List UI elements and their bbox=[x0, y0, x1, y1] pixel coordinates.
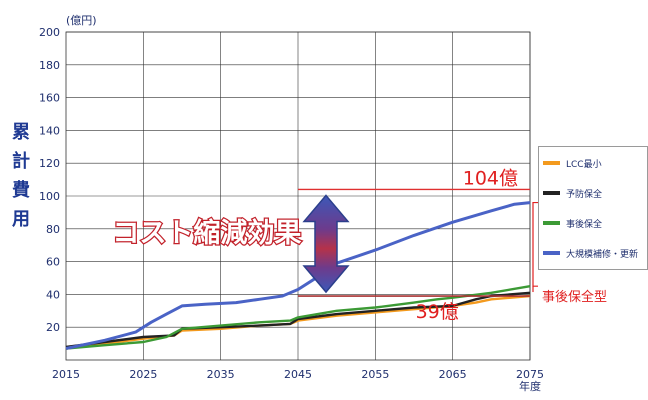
axis-ticks: 20 40 60 80 100 120 140 160 180 200 2015 2025 2035 20… bbox=[39, 26, 544, 393]
legend-label: 大規模補修・更新 bbox=[566, 249, 639, 260]
y-tick-label: 160 bbox=[39, 92, 60, 105]
legend-swatch bbox=[543, 161, 560, 165]
legend-item-2: 事後保全 bbox=[543, 215, 602, 231]
series-line-2 bbox=[65, 285, 531, 350]
legend-swatch bbox=[543, 221, 560, 225]
legend-swatch bbox=[543, 251, 560, 255]
x-axis-label: 年度 bbox=[519, 379, 541, 393]
series-line-3 bbox=[65, 201, 531, 350]
y-axis-title: 累計費用 bbox=[12, 122, 30, 230]
series-line-1 bbox=[65, 291, 531, 349]
legend-item-1: 予防保全 bbox=[543, 185, 602, 201]
bottom-value-label: 39億 bbox=[416, 301, 459, 323]
y-tick-label: 180 bbox=[39, 59, 60, 72]
x-tick-label: 2035 bbox=[207, 368, 235, 381]
legend-label: 予防保全 bbox=[566, 189, 603, 200]
grid-lines bbox=[65, 31, 531, 361]
series-lines bbox=[65, 201, 531, 350]
plot-frame bbox=[65, 31, 531, 361]
x-tick-label: 2075 bbox=[516, 368, 544, 381]
cost-reduction-effect-label: コスト縮減効果 bbox=[112, 217, 301, 249]
legend-swatch bbox=[543, 191, 560, 195]
y-tick-label: 140 bbox=[39, 124, 60, 137]
y-unit-label: (億円) bbox=[66, 14, 97, 27]
reduction-double-arrow bbox=[302, 194, 350, 294]
top-value-label: 104億 bbox=[463, 167, 518, 189]
y-tick-label: 100 bbox=[39, 190, 60, 203]
legend-label: LCC最小 bbox=[566, 159, 602, 170]
x-tick-label: 2025 bbox=[129, 368, 157, 381]
x-tick-label: 2015 bbox=[52, 368, 80, 381]
chart-legend: LCC最小予防保全事後保全大規模補修・更新 bbox=[538, 146, 648, 270]
y-tick-label: 200 bbox=[39, 26, 60, 39]
x-tick-label: 2045 bbox=[284, 368, 312, 381]
legend-item-0: LCC最小 bbox=[543, 155, 602, 171]
y-tick-label: 60 bbox=[46, 256, 60, 269]
annotations: 104億 39億 事後保全型 コスト縮減効果 bbox=[111, 167, 607, 323]
legend-bracket bbox=[532, 201, 538, 287]
x-tick-label: 2055 bbox=[361, 368, 389, 381]
y-tick-label: 120 bbox=[39, 157, 60, 170]
legend-label: 事後保全 bbox=[566, 219, 603, 230]
x-tick-label: 2065 bbox=[439, 368, 467, 381]
legend-item-3: 大規模補修・更新 bbox=[543, 245, 638, 261]
y-tick-label: 40 bbox=[46, 288, 60, 301]
y-tick-label: 80 bbox=[46, 223, 60, 236]
right-type-label: 事後保全型 bbox=[542, 289, 607, 305]
y-tick-label: 20 bbox=[46, 321, 60, 334]
